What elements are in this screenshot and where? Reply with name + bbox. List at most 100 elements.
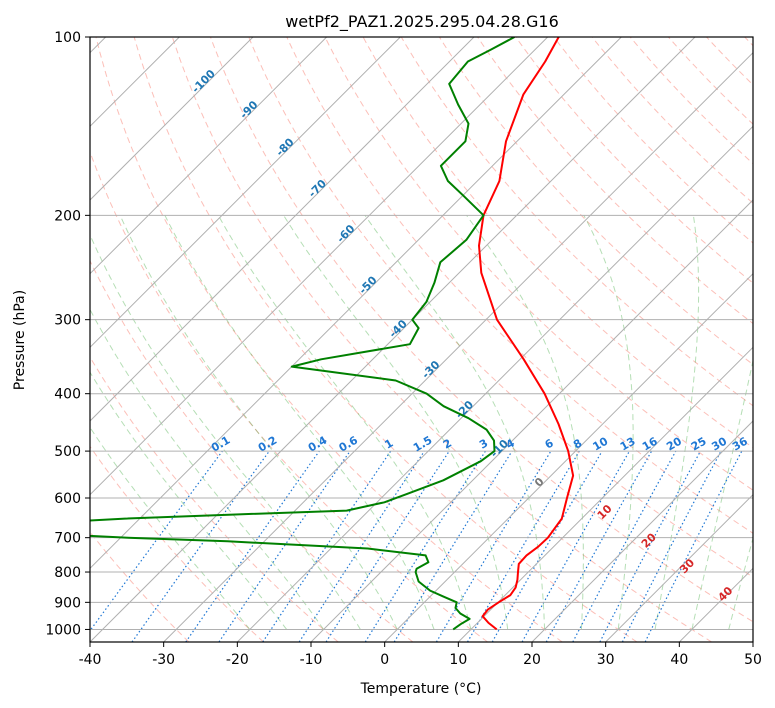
mixing-ratio-line [325, 450, 450, 642]
dewpoint-line [90, 37, 515, 631]
isotherm-line [90, 37, 622, 570]
x-axis: -40 -30 -20 -10 0 10 20 30 40 50 [79, 642, 762, 668]
isotherm-line [310, 199, 753, 642]
isotherm-line [752, 641, 753, 642]
dry-adiabat [248, 37, 753, 578]
x-tick-label: 0 [380, 652, 389, 668]
dry-adiabat [90, 531, 190, 642]
x-tick-label: -30 [152, 652, 175, 668]
isotherm-line [90, 37, 475, 422]
y-tick-label: 1000 [45, 622, 81, 638]
isotherm-label: -60 [334, 222, 357, 245]
y-tick-label: 100 [54, 30, 81, 46]
x-tick-label: 40 [670, 652, 688, 668]
isotherm-line [90, 37, 549, 496]
x-tick-label: 50 [744, 652, 762, 668]
theta-e-label: 30 [677, 556, 697, 576]
isotherm-line [384, 272, 753, 642]
dry-adiabat [477, 37, 753, 325]
isotherm-line [236, 125, 753, 642]
mixing-ratio-line [545, 450, 653, 642]
y-tick-label: 700 [54, 531, 81, 547]
x-tick-label: -10 [300, 652, 323, 668]
dry-adiabat [400, 37, 753, 407]
isotherm-line [457, 346, 753, 642]
isotherm-label: -100 [189, 67, 218, 96]
moist-adiabat [583, 215, 634, 630]
temperature-line [478, 37, 575, 631]
y-axis: 100 200 300 400 500 600 700 800 900 1000 [45, 30, 90, 638]
x-tick-label: 20 [523, 652, 541, 668]
mixing-ratio-line [364, 450, 486, 642]
mixing-ratio-line [218, 450, 351, 642]
dry-adiabat [629, 37, 753, 165]
mixing-ratio-line [185, 450, 320, 642]
dry-adiabat [515, 37, 753, 284]
x-tick-label: 10 [449, 652, 467, 668]
y-tick-label: 900 [54, 595, 81, 611]
moist-adiabat [119, 215, 398, 630]
dry-adiabat [706, 37, 753, 86]
moist-adiabat [90, 233, 361, 630]
chart-title: wetPf2_PAZ1.2025.295.04.28.G16 [285, 12, 559, 32]
y-tick-label: 800 [54, 565, 81, 581]
isotherm-label: -40 [387, 317, 410, 340]
isotherm-label: -90 [237, 98, 260, 121]
dry-adiabat [90, 259, 414, 642]
background-lines [90, 37, 753, 642]
isotherm-label: -80 [273, 135, 296, 158]
x-axis-title: Temperature (°C) [360, 681, 482, 697]
dry-adiabat [90, 356, 339, 642]
dry-adiabat [324, 37, 753, 491]
y-tick-label: 600 [54, 491, 81, 507]
mixing-ratio-line [90, 450, 223, 632]
isotherm-line [605, 493, 753, 642]
x-tick-label: -40 [79, 652, 102, 668]
isotherm-line [90, 37, 328, 275]
isotherm-line [531, 420, 753, 642]
dry-adiabat [171, 37, 712, 642]
dry-adiabat [133, 37, 638, 642]
mixing-ratio-line [131, 450, 270, 642]
mixing-ratio-line [644, 450, 743, 642]
theta-e-label: 10 [595, 502, 615, 522]
isotherm-line [163, 51, 753, 642]
mixing-ratio-line [572, 450, 677, 642]
theta-e-label: 20 [639, 530, 659, 550]
mixing-ratio-label: 2 [441, 437, 454, 452]
y-tick-label: 200 [54, 208, 81, 224]
theta-e-label: 40 [715, 584, 735, 604]
mixing-ratio-line [262, 450, 392, 642]
moist-adiabat [90, 308, 324, 630]
dry-adiabat [553, 37, 753, 244]
isotherm-label: -70 [306, 177, 329, 200]
moist-adiabat [90, 426, 251, 630]
isotherm-line [90, 37, 401, 349]
plot-frame [89, 36, 754, 643]
dry-adiabat [210, 37, 753, 623]
dry-adiabat [591, 37, 753, 204]
x-tick-label: -20 [226, 652, 249, 668]
mixing-ratio-line [521, 450, 631, 642]
moist-adiabat [283, 215, 509, 630]
dry-adiabat [95, 37, 563, 642]
isotherm-labels: -100-90-80-70-60-50-40-30-20-100 [189, 67, 547, 490]
dry-adiabat [90, 445, 264, 642]
profile-lines [90, 37, 575, 631]
y-tick-label: 400 [54, 387, 81, 403]
isotherm-label: -30 [419, 358, 442, 381]
dry-adiabat [668, 37, 753, 125]
y-axis-title: Pressure (hPa) [12, 290, 28, 390]
isotherm-line [90, 37, 254, 201]
isotherm-line [90, 37, 696, 642]
mixing-ratio-line [298, 450, 425, 642]
moist-adiabat [691, 358, 753, 630]
mixing-ratio-label: 6 [543, 436, 556, 451]
isotherm-line [678, 567, 753, 642]
isotherm-label: -20 [453, 398, 476, 421]
mixing-ratio-line [393, 450, 513, 642]
y-tick-label: 500 [54, 444, 81, 460]
y-tick-label: 300 [54, 313, 81, 329]
dry-adiabat [90, 150, 488, 642]
